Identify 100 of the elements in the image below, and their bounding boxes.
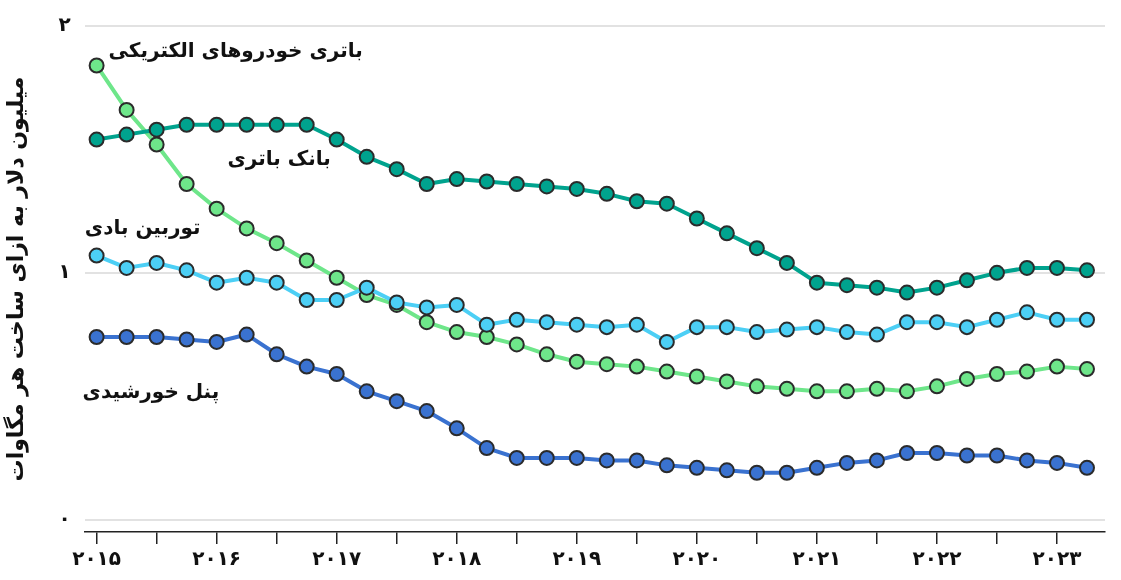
point [298,116,315,133]
point [628,452,645,469]
point [478,316,495,333]
point [598,452,615,469]
point [238,269,255,286]
point [988,447,1005,464]
point [118,126,135,143]
point [838,277,855,294]
point [1018,363,1035,380]
point [1018,452,1035,469]
x-tick-label: ۲۰۲۱ [792,546,842,571]
point [868,452,885,469]
point [448,324,465,341]
point [838,324,855,341]
point [208,274,225,291]
point [658,457,675,474]
point [238,116,255,133]
point [718,319,735,336]
point [448,420,465,437]
point [448,296,465,313]
point [568,180,585,197]
y-tick-label: ۱ [58,259,71,284]
point [718,462,735,479]
point [928,279,945,296]
point [958,272,975,289]
y-axis-title: میلیون دلار به ازای ساخت هر مگاوات [1,76,29,482]
series-label: بانک باتری [227,145,331,170]
point [148,136,165,153]
point [988,366,1005,383]
point [1078,361,1095,378]
series-label: باتری خودروهای الکتریکی [108,37,363,62]
point [658,363,675,380]
point [88,57,105,74]
x-tick-label: ۲۰۱۶ [192,546,242,571]
point [418,403,435,420]
point [118,101,135,118]
series-label: پنل خورشیدی [82,379,220,405]
point [1048,358,1065,375]
point [1078,262,1095,279]
point [808,459,825,476]
point [118,329,135,346]
point [418,299,435,316]
point [958,370,975,387]
point [688,368,705,385]
y-tick-label: ۰ [58,505,71,530]
point [178,116,195,133]
point [598,185,615,202]
point [898,284,915,301]
point [478,173,495,190]
point [898,314,915,331]
point [718,373,735,390]
point [508,336,525,353]
point [178,175,195,192]
point [238,220,255,237]
point [808,319,825,336]
point [148,329,165,346]
point [568,449,585,466]
point [748,240,765,257]
point [538,449,555,466]
point [958,319,975,336]
point [268,116,285,133]
point [898,445,915,462]
point [868,380,885,397]
point [748,464,765,481]
point [88,247,105,264]
point [628,358,645,375]
x-tick-label: ۲۰۲۰ [672,546,722,571]
x-tick-label: ۲۰۲۳ [1032,546,1082,571]
point [358,148,375,165]
point [988,311,1005,328]
point [418,314,435,331]
point [598,319,615,336]
point [1048,454,1065,471]
point [688,319,705,336]
point [388,393,405,410]
point [268,235,285,252]
point [538,178,555,195]
point [868,279,885,296]
point [1048,259,1065,276]
point [268,346,285,363]
point [508,311,525,328]
point [1018,259,1035,276]
point [688,459,705,476]
point [838,454,855,471]
point [868,326,885,343]
point [808,274,825,291]
point [928,445,945,462]
point [838,383,855,400]
point [208,200,225,217]
point [298,291,315,308]
point [358,383,375,400]
point [118,259,135,276]
point [328,291,345,308]
point [208,333,225,350]
point [568,316,585,333]
point [478,440,495,457]
point [988,264,1005,281]
point [178,331,195,348]
point [658,333,675,350]
point [388,161,405,178]
